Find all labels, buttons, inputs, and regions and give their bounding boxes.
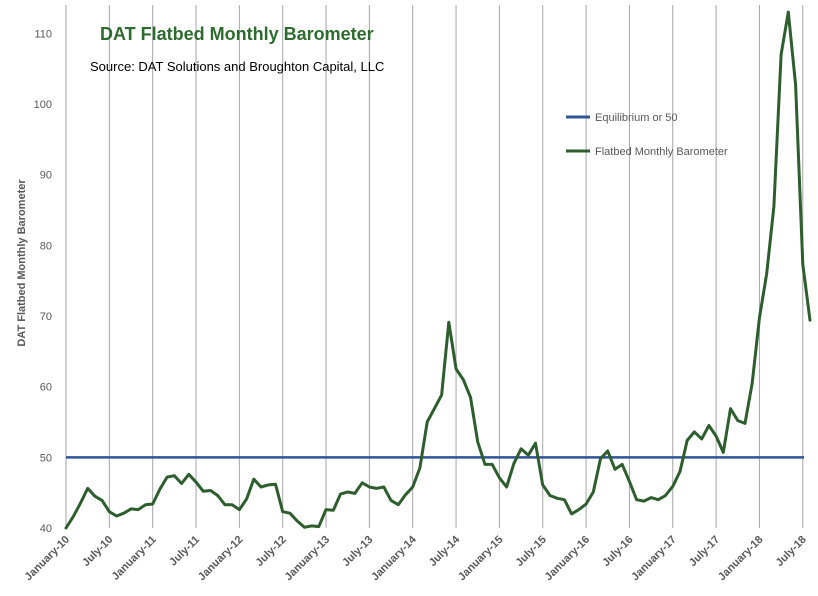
x-tick-label: January-12: [196, 534, 246, 584]
y-tick-label: 90: [40, 170, 52, 182]
x-tick-label: January-16: [543, 534, 593, 584]
chart-subtitle: Source: DAT Solutions and Broughton Capi…: [90, 59, 384, 74]
x-tick-label: July-13: [340, 534, 375, 569]
x-tick-label: July-12: [254, 534, 289, 569]
series-line-barometer: [64, 10, 812, 530]
legend-label-equilibrium: Equilibrium or 50: [595, 112, 678, 124]
x-tick-label: July-11: [167, 534, 202, 569]
x-tick-label: January-13: [283, 534, 333, 584]
y-tick-label: 80: [40, 240, 52, 252]
y-tick-label: 50: [40, 452, 52, 464]
gridlines: [65, 5, 804, 528]
legend-label-barometer: Flatbed Monthly Barometer: [595, 146, 728, 158]
y-tick-label: 70: [40, 311, 52, 323]
series-layer: [64, 10, 812, 530]
chart-title: DAT Flatbed Monthly Barometer: [100, 24, 374, 44]
x-tick-label: January-10: [23, 534, 73, 584]
x-tick-label: July-15: [514, 534, 549, 569]
y-axis-label: DAT Flatbed Monthly Barometer: [16, 179, 28, 347]
x-tick-label: January-18: [716, 534, 766, 584]
y-axis: 40 50 60 70 80 90 100 110: [34, 28, 52, 535]
legend: Equilibrium or 50 Flatbed Monthly Barome…: [566, 112, 728, 158]
x-tick-label: January-14: [369, 533, 419, 583]
x-tick-label: January-15: [456, 534, 506, 584]
x-tick-label: January-17: [629, 534, 679, 584]
y-tick-label: 110: [34, 28, 52, 40]
x-tick-label: July-14: [427, 533, 463, 569]
y-tick-label: 60: [40, 382, 52, 394]
x-tick-label: July-10: [80, 534, 115, 569]
x-tick-label: July-18: [774, 534, 809, 569]
x-tick-label: July-17: [687, 534, 722, 569]
x-tick-label: July-16: [600, 534, 635, 569]
y-tick-label: 100: [34, 99, 52, 111]
y-tick-label: 40: [40, 523, 52, 535]
x-tick-label: January-11: [110, 534, 159, 583]
